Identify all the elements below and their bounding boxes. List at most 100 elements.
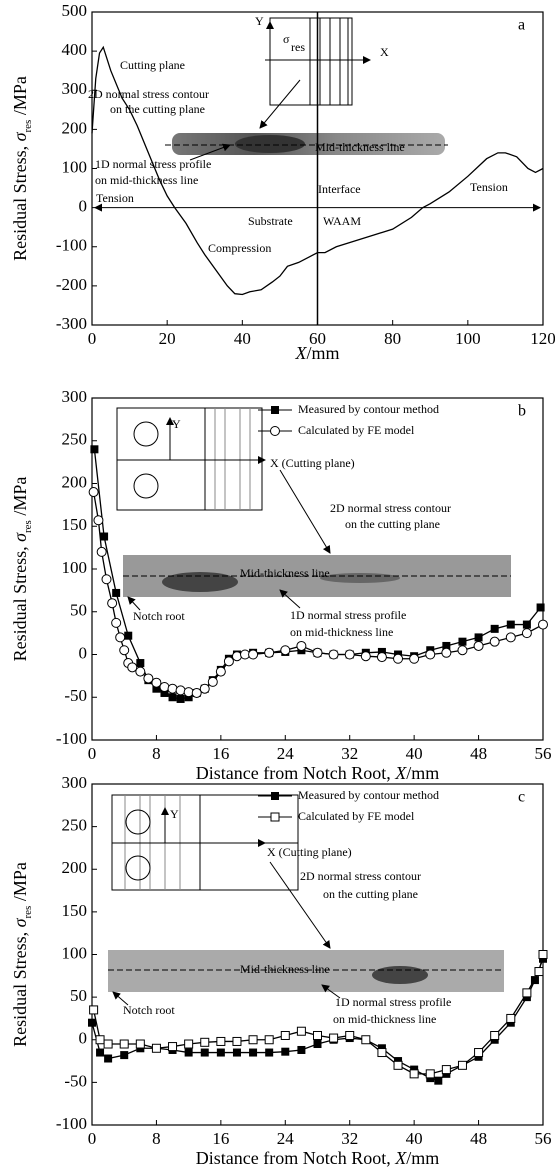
x-tick-label: 20	[159, 329, 176, 348]
legend-marker	[271, 813, 279, 821]
annotation: on the cutting plane	[345, 517, 440, 531]
x-tick-label: 56	[535, 744, 552, 763]
marker	[152, 1044, 160, 1052]
marker	[361, 652, 370, 661]
x-tick-label: 8	[152, 1129, 161, 1148]
label-part: Residual Stress,	[10, 927, 30, 1047]
label-part: Residual Stress,	[10, 542, 30, 662]
y-tick-label: 100	[62, 943, 88, 962]
contour-spot	[372, 966, 428, 984]
marker	[539, 951, 547, 959]
x-tick-label: 40	[406, 1129, 423, 1148]
x-tick-label: 32	[341, 744, 358, 763]
x-tick-label: 80	[384, 329, 401, 348]
x-tick-label: 0	[88, 1129, 97, 1148]
marker	[314, 1031, 322, 1039]
x-tick-label: 48	[470, 1129, 487, 1148]
y-tick-label: 100	[62, 157, 88, 176]
marker	[523, 621, 531, 629]
legend-label: Calculated by FE model	[298, 423, 415, 437]
marker	[136, 667, 145, 676]
contour-spot	[320, 573, 400, 583]
y-axis-label: Residual Stress, σres /MPa	[10, 862, 33, 1047]
label-part: /MPa	[10, 862, 30, 906]
marker	[185, 1040, 193, 1048]
marker	[249, 650, 258, 659]
marker	[394, 654, 403, 663]
marker	[120, 646, 129, 655]
label-part: res	[22, 906, 34, 919]
marker	[378, 1049, 386, 1057]
annotation: on the cutting plane	[110, 102, 205, 116]
annotation: on the cutting plane	[323, 887, 418, 901]
marker	[112, 618, 121, 627]
marker	[297, 641, 306, 650]
contour-spot	[162, 572, 238, 592]
marker	[434, 1077, 442, 1085]
marker	[94, 516, 103, 525]
legend-label: Measured by contour method	[298, 402, 439, 416]
marker	[458, 646, 467, 655]
annotation: 2D normal stress contour	[300, 869, 421, 883]
annotation: Tension	[96, 191, 134, 205]
annotation: on mid-thickness line	[333, 1012, 436, 1026]
annotation: 1D normal stress profile	[335, 995, 451, 1009]
legend-marker	[271, 792, 279, 800]
annotation: Notch root	[133, 609, 185, 623]
marker	[136, 1040, 144, 1048]
marker	[313, 648, 322, 657]
marker	[475, 633, 483, 641]
annotation: 2D normal stress contour	[88, 87, 209, 101]
marker	[233, 1037, 241, 1045]
y-tick-label: -100	[56, 1114, 87, 1133]
marker	[362, 1036, 370, 1044]
annotation: X (Cutting plane)	[270, 456, 355, 470]
y-tick-label: -50	[64, 686, 87, 705]
marker	[233, 1049, 241, 1057]
annotation: res	[291, 40, 305, 54]
marker	[523, 989, 531, 997]
marker	[217, 1049, 225, 1057]
annotation: Y	[170, 807, 179, 821]
y-tick-label: 200	[62, 472, 88, 491]
contour-spot	[235, 135, 305, 153]
y-tick-label: 150	[62, 901, 88, 920]
annotation: Y	[172, 417, 181, 431]
y-tick-label: 300	[62, 387, 88, 406]
marker	[232, 652, 241, 661]
marker	[281, 1031, 289, 1039]
x-tick-label: 120	[530, 329, 555, 348]
y-tick-label: -100	[56, 236, 87, 255]
marker	[136, 659, 144, 667]
y-tick-label: -200	[56, 275, 87, 294]
label-part: res	[22, 520, 34, 533]
y-tick-label: 0	[79, 1029, 88, 1048]
y-tick-label: 250	[62, 430, 88, 449]
y-tick-label: -100	[56, 729, 87, 748]
marker	[377, 653, 386, 662]
annotation: X	[380, 45, 389, 59]
marker	[346, 1031, 354, 1039]
annotation: Tension	[470, 180, 508, 194]
y-tick-label: 300	[62, 773, 88, 792]
marker	[491, 625, 499, 633]
marker	[507, 1014, 515, 1022]
marker	[90, 445, 98, 453]
marker	[442, 1066, 450, 1074]
marker	[120, 1040, 128, 1048]
panel-label: c	[518, 789, 525, 806]
x-tick-label: 16	[212, 1129, 229, 1148]
marker	[112, 589, 120, 597]
marker	[116, 633, 125, 642]
marker	[329, 650, 338, 659]
label-part: /mm	[406, 763, 439, 783]
marker	[345, 650, 354, 659]
label-part: Distance from Notch Root,	[196, 1148, 395, 1168]
label-part: /mm	[306, 343, 339, 363]
y-tick-label: 0	[79, 197, 88, 216]
annotation: Interface	[318, 182, 361, 196]
y-axis-label: Residual Stress, σres /MPa	[10, 477, 33, 662]
legend-marker	[271, 427, 280, 436]
marker	[281, 646, 290, 655]
y-axis-label: Residual Stress, σres /MPa	[10, 76, 33, 261]
